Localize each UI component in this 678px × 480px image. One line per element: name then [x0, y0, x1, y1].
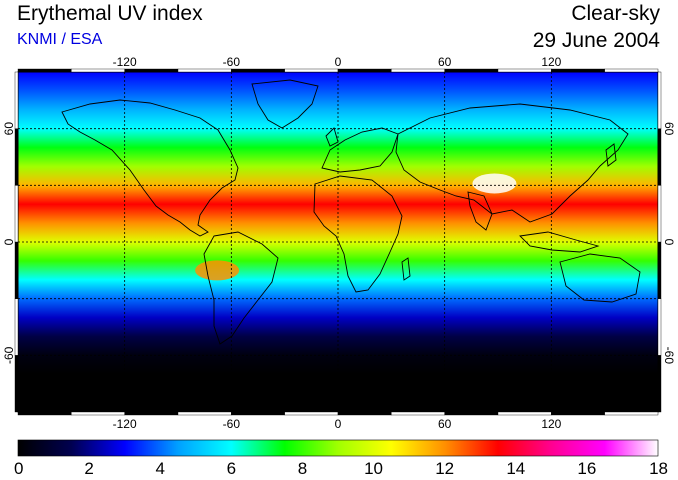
coastline-north-america	[61, 99, 239, 237]
frame-segment	[177, 411, 232, 416]
frame-segment	[657, 71, 662, 129]
lon-tick-label: 60	[438, 417, 452, 431]
lat-tick-label: 60	[2, 122, 16, 136]
lon-tick-label: -120	[113, 55, 137, 69]
frame-segment	[444, 411, 499, 416]
map-frame-ticks	[14, 68, 662, 416]
frame-segment	[71, 68, 125, 73]
hotspot-tibet	[472, 173, 517, 194]
coastline-india	[467, 191, 493, 231]
lon-tick-label: -120	[113, 417, 137, 431]
lon-tick-label: 0	[335, 55, 342, 69]
frame-segment	[657, 355, 662, 413]
frame-segment	[71, 411, 125, 416]
lon-tick-label: 0	[335, 417, 342, 431]
condition-label: Clear-sky	[571, 2, 660, 25]
frame-segment	[657, 298, 662, 356]
coastline-indonesia	[519, 231, 600, 253]
frame-segment	[14, 128, 19, 186]
colorbar-tick-label: 8	[298, 459, 307, 478]
lon-tick-label: -60	[223, 417, 241, 431]
date-label: 29 June 2004	[532, 29, 660, 52]
lon-tick-label: -60	[223, 55, 241, 69]
frame-segment	[14, 241, 19, 299]
frame-segment	[337, 411, 392, 416]
lat-tick-label: 0	[662, 239, 676, 246]
coastline-asia	[395, 103, 629, 223]
frame-segment	[657, 128, 662, 186]
frame-segment	[604, 68, 659, 73]
lon-tick-label: 120	[541, 55, 561, 69]
colorbar-tick-label: 12	[435, 459, 454, 478]
coastline-japan	[605, 143, 617, 167]
coastline-south-america	[203, 231, 279, 345]
map-title: Erythemal UV index	[17, 2, 203, 25]
frame-segment	[284, 68, 339, 73]
colorbar-tick-label: 2	[84, 459, 93, 478]
frame-segment	[177, 68, 232, 73]
colorbar-tick-label: 6	[227, 459, 236, 478]
frame-segment	[17, 411, 72, 416]
frame-segment	[604, 411, 659, 416]
frame-segment	[551, 68, 605, 73]
frame-segment	[657, 241, 662, 299]
lon-tick-label: 60	[438, 55, 452, 69]
colorbar	[17, 439, 659, 457]
coastline-madagascar	[401, 257, 411, 281]
colorbar-tick-label: 0	[14, 459, 23, 478]
coastline-greenland	[251, 79, 319, 129]
source-label: KNMI / ESA	[17, 31, 103, 48]
lon-tick-label: 120	[541, 417, 561, 431]
frame-segment	[124, 68, 179, 73]
colorbar-tick-label: 16	[577, 459, 596, 478]
colorbar-tick-label: 18	[649, 459, 668, 478]
lat-tick-label: -60	[2, 346, 16, 364]
frame-segment	[497, 68, 552, 73]
frame-segment	[497, 411, 552, 416]
axis-labels: -120 -120 -60 -60 0 0 60 60 120 120 60 60 0 0 -60 -60	[2, 55, 676, 431]
frame-segment	[657, 185, 662, 243]
uv-field	[18, 72, 658, 412]
frame-segment	[551, 411, 605, 416]
frame-segment	[391, 411, 445, 416]
frame-segment	[17, 68, 72, 73]
lat-tick-label: -60	[662, 347, 676, 365]
colorbar-labels: 0 2 4 6 8 10 12 14 16 18	[14, 459, 668, 478]
coastlines	[61, 79, 641, 345]
graticule	[18, 72, 658, 412]
frame-segment	[231, 411, 285, 416]
colorbar-tick-label: 4	[155, 459, 164, 478]
frame-segment	[14, 71, 19, 129]
hotspot-andes	[195, 260, 240, 281]
lat-tick-label: 60	[662, 122, 676, 136]
frame-segment	[391, 68, 445, 73]
lat-tick-label: 0	[2, 238, 16, 245]
frame-segment	[444, 68, 499, 73]
frame-segment	[231, 68, 285, 73]
frame-segment	[124, 411, 179, 416]
coastline-africa	[313, 175, 403, 293]
coastline-australia	[559, 253, 641, 303]
frame-segment	[337, 68, 392, 73]
frame-segment	[14, 185, 19, 243]
colorbar-tick-label: 10	[364, 459, 383, 478]
colorbar-tick-label: 14	[506, 459, 525, 478]
frame-segment	[284, 411, 339, 416]
